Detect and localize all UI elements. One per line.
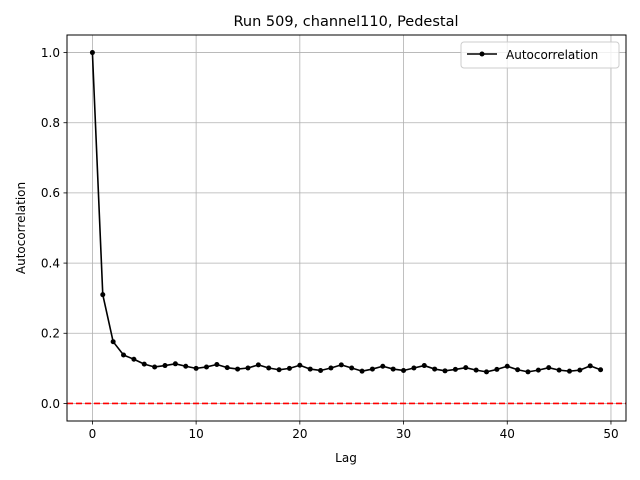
- data-point: [255, 362, 261, 368]
- data-point: [452, 366, 458, 372]
- data-point: [141, 361, 147, 367]
- data-point: [546, 365, 552, 371]
- y-tick-label: 0.0: [41, 397, 60, 411]
- legend-box: [460, 41, 620, 69]
- data-point: [307, 366, 313, 372]
- y-tick-label: 0.2: [41, 327, 60, 341]
- data-point: [566, 368, 572, 374]
- data-point: [276, 367, 282, 373]
- y-tick-label: 0.8: [41, 116, 60, 130]
- data-point: [504, 363, 510, 369]
- data-point: [131, 356, 137, 362]
- legend-marker-swatch: [479, 51, 485, 57]
- data-point: [328, 365, 334, 371]
- chart-title: Run 509, channel110, Pedestal: [233, 14, 458, 30]
- x-tick-label: 30: [396, 427, 411, 441]
- y-tick-label: 0.4: [41, 256, 60, 270]
- x-tick-label: 50: [603, 427, 618, 441]
- data-point: [172, 361, 178, 367]
- data-point: [577, 367, 583, 373]
- data-point: [380, 363, 386, 369]
- data-point: [183, 363, 189, 369]
- data-point: [369, 366, 375, 372]
- data-point: [286, 365, 292, 371]
- data-point: [318, 367, 324, 373]
- tick-layer: 0 10 20 30 40 50 0.0 0.2 0.4 0.6 0.8 1.0: [41, 46, 619, 441]
- data-point: [473, 367, 479, 373]
- x-tick-label: 0: [89, 427, 97, 441]
- data-point: [525, 369, 531, 375]
- data-point: [89, 50, 95, 56]
- data-point: [100, 292, 106, 298]
- data-point: [411, 365, 417, 371]
- data-point: [152, 364, 158, 370]
- x-tick-label: 20: [292, 427, 307, 441]
- data-point: [494, 366, 500, 372]
- data-point: [245, 365, 251, 371]
- data-point: [266, 365, 272, 371]
- data-point: [442, 368, 448, 374]
- data-point: [297, 362, 303, 368]
- data-point: [193, 365, 199, 371]
- data-point: [598, 367, 604, 373]
- series-layer: [89, 50, 604, 375]
- plot-frame: [66, 34, 627, 422]
- data-point: [401, 367, 407, 373]
- data-point: [484, 369, 490, 375]
- data-point: [203, 364, 209, 370]
- legend: Autocorrelation: [460, 41, 620, 69]
- data-point: [338, 362, 344, 368]
- data-point: [359, 368, 365, 374]
- data-point: [587, 363, 593, 369]
- data-point: [463, 365, 469, 371]
- x-axis-label: Lag: [335, 451, 357, 465]
- data-point: [535, 367, 541, 373]
- y-tick-label: 1.0: [41, 46, 60, 60]
- data-point: [349, 365, 355, 371]
- y-tick-label: 0.6: [41, 186, 60, 200]
- data-point: [421, 363, 427, 369]
- legend-label: Autocorrelation: [506, 48, 598, 62]
- data-point: [515, 367, 521, 373]
- x-tick-label: 10: [188, 427, 203, 441]
- data-point: [556, 367, 562, 373]
- y-axis-label: Autocorrelation: [14, 182, 28, 274]
- data-point: [162, 363, 168, 369]
- x-tick-label: 40: [500, 427, 515, 441]
- data-point: [390, 366, 396, 372]
- data-point: [432, 366, 438, 372]
- data-point: [214, 362, 220, 368]
- data-point: [235, 366, 241, 372]
- data-point: [224, 365, 230, 371]
- data-point: [121, 352, 127, 358]
- data-point: [110, 339, 116, 345]
